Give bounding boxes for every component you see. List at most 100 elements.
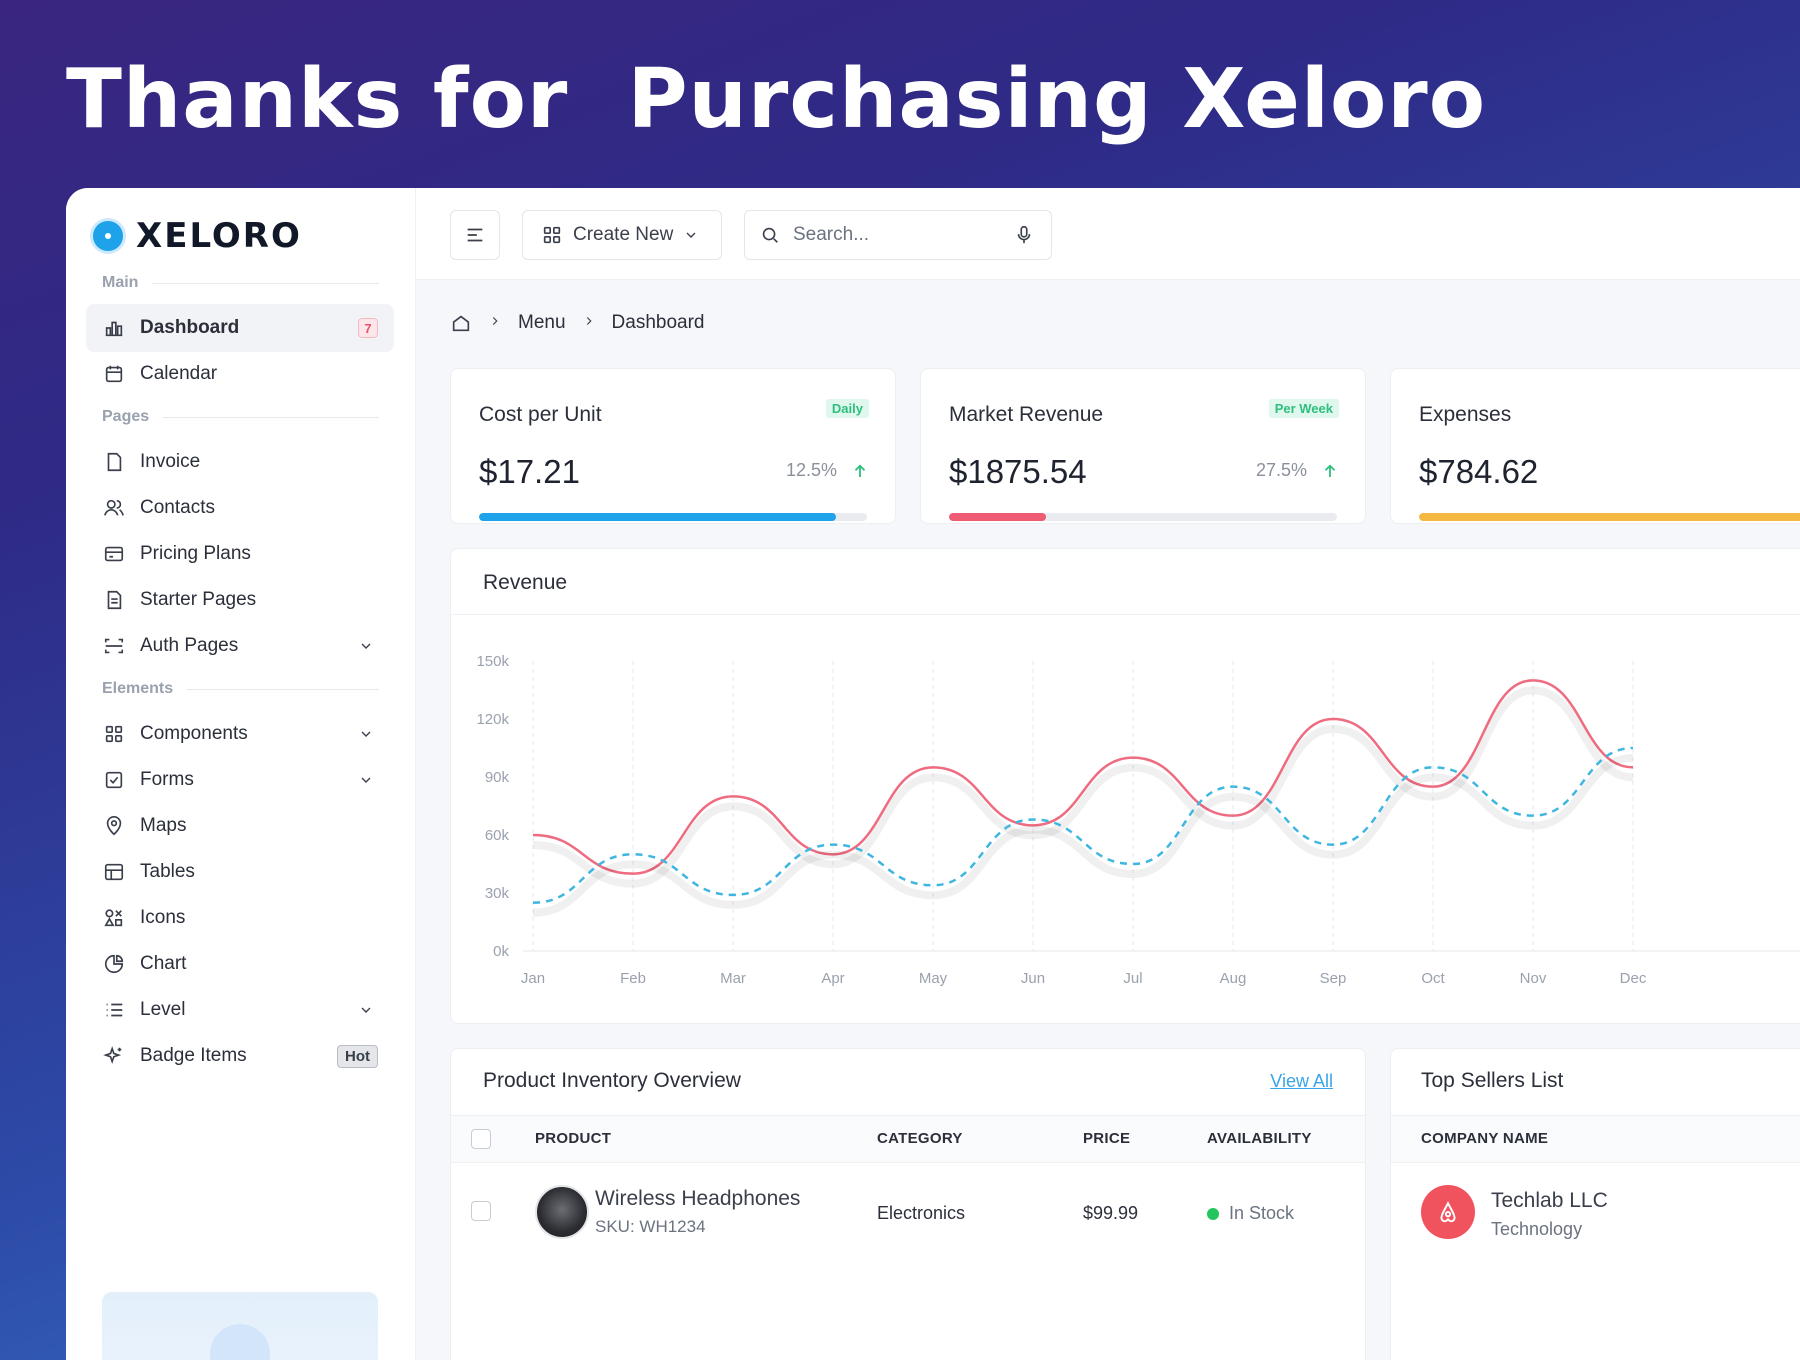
top-sellers-table-header: COMPANY NAME xyxy=(1391,1115,1800,1163)
components-icon xyxy=(102,722,126,746)
column-header-category[interactable]: CATEGORY xyxy=(877,1130,963,1147)
stat-progress-track xyxy=(949,513,1337,521)
product-sku: SKU: WH1234 xyxy=(595,1217,706,1236)
sidebar-item-calendar[interactable]: Calendar xyxy=(86,350,394,398)
stat-progress-track xyxy=(479,513,867,521)
stat-card-expenses: Expenses $784.62 xyxy=(1390,368,1800,524)
stat-progress-fill xyxy=(479,513,836,521)
pie-chart-icon xyxy=(102,952,126,976)
microphone-icon[interactable] xyxy=(1013,224,1035,246)
inventory-table-header: PRODUCT CATEGORY PRICE AVAILABILITY xyxy=(451,1115,1365,1163)
sidebar-item-label: Dashboard xyxy=(140,317,240,338)
availability-status: In Stock xyxy=(1207,1203,1294,1224)
sidebar-item-pricing-plans[interactable]: Pricing Plans xyxy=(86,530,394,578)
dashboard-icon xyxy=(102,316,126,340)
nav-section-elements: Elements xyxy=(102,680,379,698)
sidebar-item-level[interactable]: Level xyxy=(86,986,394,1034)
column-header-price[interactable]: PRICE xyxy=(1083,1130,1131,1147)
sidebar-item-tables[interactable]: Tables xyxy=(86,848,394,896)
sidebar-item-label: Tables xyxy=(140,861,195,882)
product-name[interactable]: Wireless Headphones xyxy=(595,1187,801,1210)
create-new-dropdown[interactable]: Create New xyxy=(522,210,722,260)
view-all-link[interactable]: View All xyxy=(1270,1071,1333,1091)
shapes-icon xyxy=(102,906,126,930)
seller-name[interactable]: Techlab LLC xyxy=(1491,1189,1608,1212)
stat-card-cost-per-unit: Cost per Unit Daily $17.21 12.5% xyxy=(450,368,896,524)
y-tick-label: 60k xyxy=(485,827,510,844)
sidebar-item-label: Starter Pages xyxy=(140,589,257,610)
x-tick-label: Jun xyxy=(1021,970,1045,987)
breadcrumb-menu[interactable]: Menu xyxy=(518,312,566,333)
product-category: Electronics xyxy=(877,1203,966,1223)
column-header-product[interactable]: PRODUCT xyxy=(535,1130,612,1147)
select-all-checkbox[interactable] xyxy=(471,1129,491,1149)
sidebar-item-maps[interactable]: Maps xyxy=(86,802,394,850)
arrow-up-icon xyxy=(854,463,866,477)
table-row[interactable]: Wireless Headphones SKU: WH1234 Electron… xyxy=(451,1163,1365,1253)
list-icon xyxy=(102,998,126,1022)
chevron-right-icon xyxy=(582,312,596,334)
calendar-icon xyxy=(102,362,126,386)
row-checkbox[interactable] xyxy=(471,1201,491,1221)
sparkle-icon xyxy=(102,1044,126,1068)
promo-card xyxy=(102,1292,378,1360)
column-header-availability[interactable]: AVAILABILITY xyxy=(1207,1130,1312,1147)
chevron-down-icon[interactable] xyxy=(358,726,374,742)
sidebar-item-label: Pricing Plans xyxy=(140,543,251,564)
sidebar-item-components[interactable]: Components xyxy=(86,710,394,758)
sidebar-item-contacts[interactable]: Contacts xyxy=(86,484,394,532)
pricing-icon xyxy=(102,542,126,566)
inventory-title: Product Inventory Overview xyxy=(483,1069,741,1092)
y-tick-label: 150k xyxy=(476,653,509,670)
brand-name: XELORO xyxy=(136,216,302,256)
series-line-1 xyxy=(532,679,1634,875)
chevron-down-icon xyxy=(686,232,696,238)
stat-period-badge: Daily xyxy=(825,399,869,418)
sidebar-item-label: Components xyxy=(140,723,248,744)
stat-change: 12.5% xyxy=(786,460,869,481)
sidebar-item-chart[interactable]: Chart xyxy=(86,940,394,988)
promo-icon xyxy=(210,1324,270,1360)
sidebar-item-forms[interactable]: Forms xyxy=(86,756,394,804)
chevron-down-icon[interactable] xyxy=(358,1002,374,1018)
breadcrumb: Menu Dashboard xyxy=(450,312,704,334)
x-tick-label: Aug xyxy=(1220,970,1247,987)
sidebar-item-icons[interactable]: Icons xyxy=(86,894,394,942)
column-header-company[interactable]: COMPANY NAME xyxy=(1421,1130,1549,1147)
stat-progress-track xyxy=(1419,513,1800,521)
y-tick-label: 0k xyxy=(493,943,509,960)
series-shadow xyxy=(532,686,1634,888)
x-tick-label: Dec xyxy=(1620,970,1647,987)
sidebar-item-invoice[interactable]: Invoice xyxy=(86,438,394,486)
stat-card-market-revenue: Market Revenue Per Week $1875.54 27.5% xyxy=(920,368,1366,524)
sidebar-item-starter-pages[interactable]: Starter Pages xyxy=(86,576,394,624)
stat-title: Market Revenue xyxy=(949,403,1104,426)
x-tick-label: Sep xyxy=(1320,970,1347,987)
menu-toggle-button[interactable] xyxy=(450,210,500,260)
sidebar-item-label: Chart xyxy=(140,953,187,974)
sidebar-item-label: Level xyxy=(140,999,186,1020)
home-icon[interactable] xyxy=(450,312,472,334)
chevron-down-icon[interactable] xyxy=(358,772,374,788)
sidebar-item-label: Calendar xyxy=(140,363,218,384)
search-input[interactable] xyxy=(793,224,993,246)
contacts-icon xyxy=(102,496,126,520)
sidebar-item-auth-pages[interactable]: Auth Pages xyxy=(86,622,394,670)
brand-logo[interactable]: XELORO xyxy=(90,216,302,256)
stat-period-badge: Per Week xyxy=(1268,399,1339,418)
topbar: Create New xyxy=(416,188,1800,280)
search-box xyxy=(744,210,1052,260)
series-shadow xyxy=(532,754,1634,917)
table-icon xyxy=(102,860,126,884)
x-tick-label: Nov xyxy=(1520,970,1547,987)
create-new-label: Create New xyxy=(573,224,674,245)
stat-title: Cost per Unit xyxy=(479,403,602,426)
stat-progress-fill xyxy=(949,513,1046,521)
sidebar-item-badge-items[interactable]: Badge Items Hot xyxy=(86,1032,394,1080)
sidebar-item-label: Invoice xyxy=(140,451,201,472)
sidebar: XELORO Main Dashboard 7 Calendar Pages I… xyxy=(66,188,416,1360)
sidebar-item-dashboard[interactable]: Dashboard 7 xyxy=(86,304,394,352)
stat-title: Expenses xyxy=(1419,403,1512,426)
sidebar-item-label: Contacts xyxy=(140,497,215,518)
chevron-down-icon[interactable] xyxy=(358,638,374,654)
